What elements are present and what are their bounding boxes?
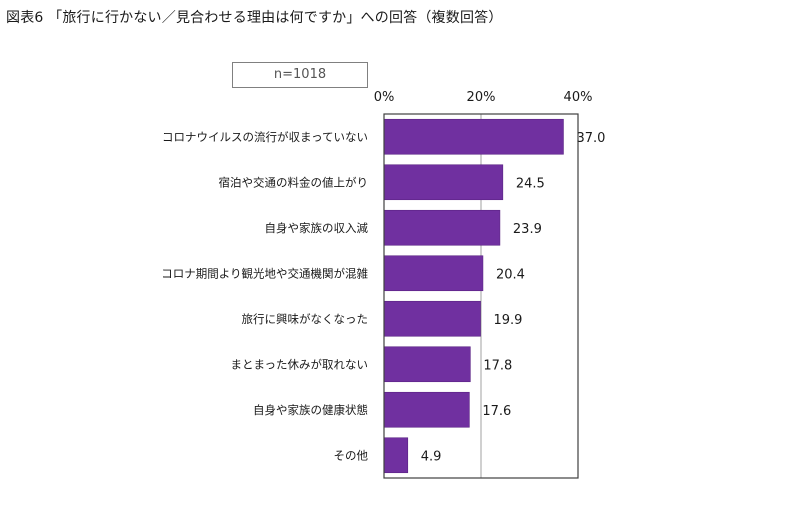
bar-8 (383, 437, 409, 474)
value-label-6: 17.8 (483, 358, 512, 373)
category-label-6: まとまった休みが取れない (230, 357, 368, 371)
tick-label-0: 0% (374, 90, 395, 105)
tick-label-40: 40% (564, 90, 593, 105)
category-label-5: 旅行に興味がなくなった (242, 312, 369, 326)
sample-size-box: n=1018 (232, 62, 368, 88)
value-label-5: 19.9 (494, 313, 523, 328)
value-label-1: 37.0 (576, 131, 605, 146)
bar-3 (383, 209, 501, 246)
value-label-7: 17.6 (482, 404, 511, 419)
bar-5 (383, 300, 481, 337)
bar-1 (383, 118, 564, 155)
bar-6 (383, 346, 471, 383)
bar-2 (383, 164, 504, 201)
tick-label-20: 20% (467, 90, 496, 105)
category-label-3: 自身や家族の収入減 (265, 221, 369, 235)
bar-4 (383, 255, 484, 292)
value-label-2: 24.5 (516, 176, 545, 191)
value-label-8: 4.9 (421, 449, 442, 464)
category-label-4: コロナ期間より観光地や交通機関が混雑 (161, 266, 368, 280)
value-label-3: 23.9 (513, 222, 542, 237)
category-label-8: その他 (334, 448, 369, 462)
plot-frame (383, 113, 579, 479)
bar-7 (383, 391, 470, 428)
category-label-7: 自身や家族の健康状態 (253, 403, 368, 417)
chart-title: 図表6 「旅行に行かない／見合わせる理由は何ですか」への回答（複数回答） (6, 10, 503, 26)
category-label-1: コロナウイルスの流行が収まっていない (162, 130, 368, 144)
category-label-2: 宿泊や交通の料金の値上がり (219, 175, 369, 189)
value-label-4: 20.4 (496, 267, 525, 282)
